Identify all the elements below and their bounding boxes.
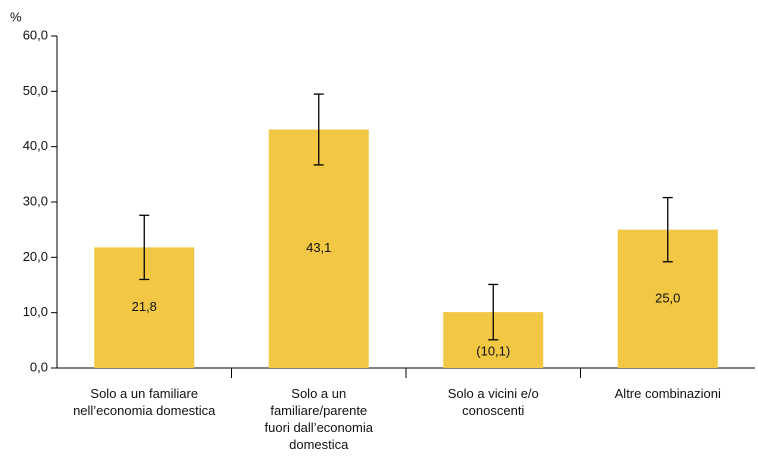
x-tick-label: Solo a un familiare/parente fuori dall’e… (264, 386, 373, 452)
y-tick-label: 50,0 (23, 83, 48, 98)
value-label: 21,8 (132, 299, 157, 314)
x-tick-label: Altre combinazioni (614, 386, 721, 401)
bar (268, 129, 369, 368)
y-tick-label: 30,0 (23, 193, 48, 208)
y-tick-label: 40,0 (23, 138, 48, 153)
y-tick-label: 20,0 (23, 249, 48, 264)
y-tick-label: 0,0 (30, 359, 48, 374)
value-label: (10,1) (476, 343, 510, 358)
x-tick-label: Solo a vicini e/o conoscenti (447, 386, 539, 418)
y-tick-label: 60,0 (23, 27, 48, 42)
x-tick-label: Solo a un familiare nell’economia domest… (73, 386, 216, 418)
y-tick-label: 10,0 (23, 304, 48, 319)
value-label: 43,1 (306, 240, 331, 255)
y-unit-label: % (10, 9, 22, 24)
value-label: 25,0 (655, 290, 680, 305)
